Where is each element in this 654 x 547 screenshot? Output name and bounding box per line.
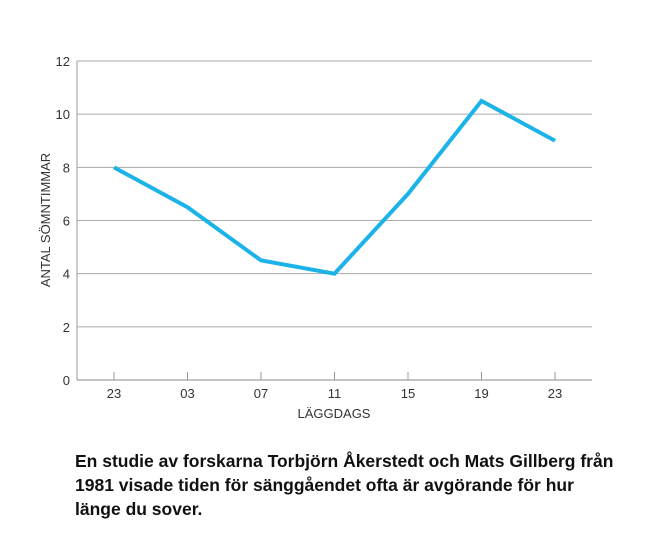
x-tick-label: 03	[180, 386, 194, 401]
x-tick-label: 19	[474, 386, 488, 401]
caption: En studie av forskarna Torbjörn Åkersted…	[75, 451, 614, 519]
y-tick-label: 0	[63, 373, 70, 388]
y-tick-label: 12	[56, 54, 70, 69]
x-tick-label: 23	[548, 386, 562, 401]
x-axis-label: LÄGGDAGS	[298, 406, 371, 421]
y-tick-label: 8	[63, 160, 70, 175]
y-tick-label: 4	[63, 267, 70, 282]
line-chart: 0 2 4 6 8 10 12 23 03 07 11 15 19 23 LÄGGDAGS ANTAL S…	[38, 54, 592, 421]
y-tick-label: 6	[63, 214, 70, 229]
x-tick-label: 11	[328, 386, 342, 401]
x-tick-label: 15	[401, 386, 415, 401]
y-tick-label: 2	[63, 320, 70, 335]
y-axis-label: ANTAL SÖMNTIMMAR	[38, 153, 53, 287]
series-line	[113, 98, 556, 276]
y-tick-label: 10	[56, 107, 70, 122]
x-tick-label: 23	[107, 386, 121, 401]
x-tick-label: 07	[254, 386, 268, 401]
